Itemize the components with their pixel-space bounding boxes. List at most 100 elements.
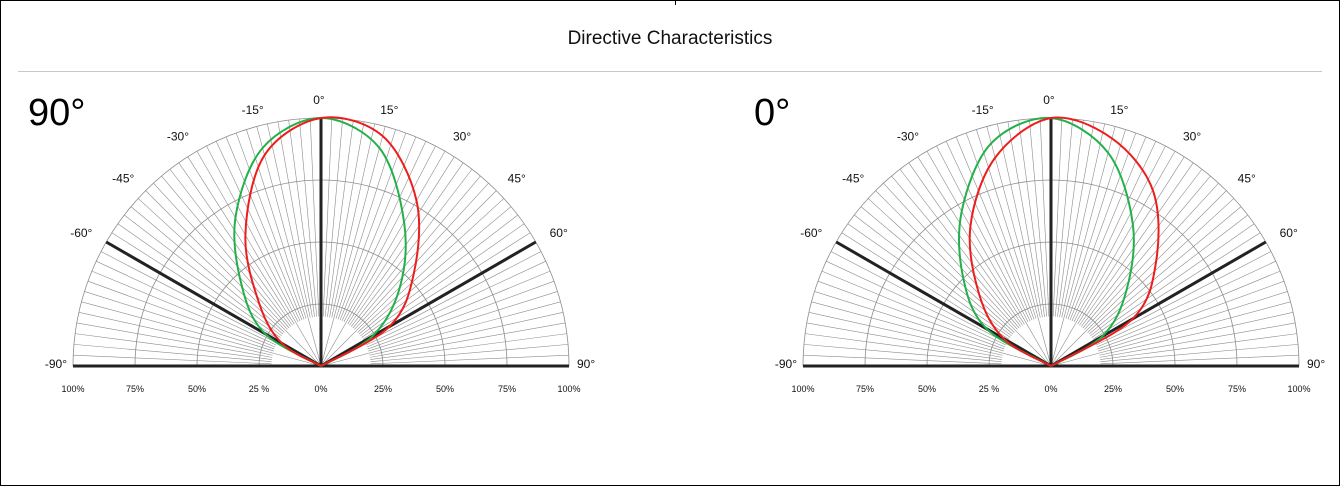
grid-spoke (225, 136, 303, 321)
series-point (234, 217, 237, 219)
angle-label: 60° (1280, 226, 1298, 240)
percent-label: 25 % (979, 384, 1000, 394)
grid-spoke (826, 260, 1007, 346)
grid-spoke (124, 214, 282, 337)
grid-spoke (1100, 354, 1299, 365)
grid-spoke (806, 322, 1003, 358)
grid-spoke (364, 251, 542, 344)
series-point (320, 117, 322, 119)
grid-spoke (325, 118, 343, 317)
grid-spoke (370, 344, 569, 362)
angle-label: -45° (112, 171, 134, 185)
grid-spoke (369, 312, 564, 356)
grid-spoke (899, 169, 1022, 327)
grid-spoke (1100, 344, 1299, 362)
grid-spoke (1096, 270, 1281, 348)
angle-label: -15° (972, 103, 994, 117)
series-point (1155, 259, 1158, 262)
grid-spoke (256, 126, 322, 367)
grid-spoke (817, 280, 1005, 350)
grid-spoke (860, 206, 1014, 335)
grid-spoke (1098, 291, 1288, 352)
grid-spoke (1071, 141, 1157, 322)
grid-spoke (1061, 123, 1105, 318)
grid-spoke (1055, 118, 1073, 317)
series-point (978, 293, 980, 295)
grid-spoke (1088, 206, 1242, 335)
grid-spoke (78, 312, 273, 356)
angle-label: 30° (1183, 129, 1201, 143)
grid-spoke (1077, 156, 1185, 325)
angle-label: 30° (453, 129, 471, 143)
grid-spoke (367, 280, 555, 350)
grid-spoke (206, 145, 299, 323)
grid-spoke (347, 156, 455, 325)
grid-spoke (926, 151, 1052, 367)
grid-spoke (91, 270, 276, 348)
grid-spoke (986, 126, 1052, 367)
grid-spoke (361, 223, 525, 338)
percent-label: 75% (498, 384, 516, 394)
grid-spoke (803, 344, 1002, 362)
grid-spoke (1073, 145, 1166, 323)
grid-spoke (997, 123, 1041, 318)
panel-label-right: 0° (754, 92, 791, 134)
grid-spoke (196, 151, 322, 367)
percent-label: 75% (1228, 384, 1246, 394)
grid-spoke (1079, 162, 1194, 326)
grid-spoke (805, 333, 1002, 360)
grid-spoke (1099, 322, 1296, 358)
series-point (403, 221, 405, 223)
grid-spoke (370, 354, 569, 365)
series-point (960, 210, 963, 213)
grid-spoke (1050, 126, 1116, 367)
grid-spoke (366, 270, 551, 348)
grid-spoke (235, 132, 305, 320)
grid-spoke (368, 291, 558, 352)
series-point (1050, 117, 1052, 119)
percent-label: 100% (1287, 384, 1310, 394)
grid-spoke (75, 333, 272, 360)
percent-label: 50% (188, 384, 206, 394)
grid-spoke (1067, 132, 1137, 320)
series-point (1111, 137, 1113, 140)
percent-label: 75% (126, 384, 144, 394)
grid-spoke (81, 301, 322, 367)
panel-label-left: 90° (28, 92, 86, 134)
series-point (244, 234, 247, 236)
grid-spoke (891, 175, 1020, 329)
percent-label: 25% (374, 384, 392, 394)
series-point (1101, 335, 1104, 338)
grid-spoke (76, 322, 273, 358)
percent-label: 50% (436, 384, 454, 394)
percent-label: 50% (918, 384, 936, 394)
grid-spoke (1069, 136, 1147, 321)
grid-spoke (1095, 260, 1276, 346)
grid-spoke (73, 354, 272, 365)
grid-spoke (908, 162, 1023, 326)
angle-label: 90° (1307, 357, 1325, 371)
series-point (413, 272, 415, 274)
grid-spoke (341, 141, 427, 322)
series-point (241, 286, 243, 288)
grid-spoke (1059, 121, 1095, 318)
angle-label: 60° (550, 226, 568, 240)
grid-spoke (847, 223, 1011, 338)
grid-spoke (337, 132, 407, 320)
grid-spoke (339, 136, 417, 321)
grid-spoke (335, 129, 396, 319)
top-divider-tick (675, 0, 676, 5)
grid-spoke (73, 344, 272, 362)
angle-label: -60° (800, 226, 822, 240)
polar-chart-right: -90° -60° -45° -30° -15° 0° 15° 30° 45° 60° 90° 100… (775, 93, 1326, 394)
grid-spoke (917, 156, 1025, 325)
grid-spoke (267, 123, 311, 318)
grid-spoke (1092, 232, 1261, 340)
angle-label: -15° (242, 103, 264, 117)
percent-label: 100% (61, 384, 84, 394)
grid-spoke (1080, 169, 1203, 327)
percent-label: 0% (1044, 384, 1057, 394)
percent-label: 100% (557, 384, 580, 394)
grid-spoke (365, 260, 546, 346)
percent-label: 25 % (249, 384, 270, 394)
